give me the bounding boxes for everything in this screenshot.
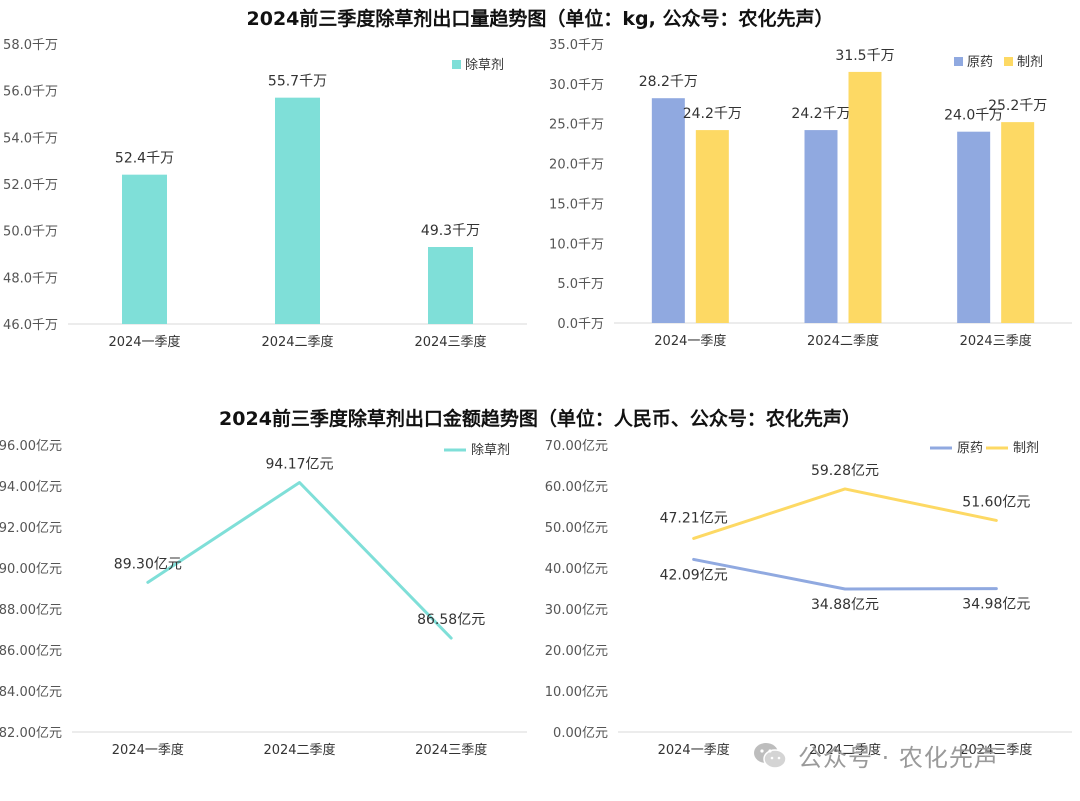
y-tick-label: 60.00亿元 — [545, 480, 608, 495]
data-label: 42.09亿元 — [660, 567, 728, 583]
herbicide-quantity-bar-chart: 46.0千万 48.0千万 50.0千万 52.0千万 54.0千万 56.0千万 58.0… — [3, 38, 527, 350]
legend-label: 原药 — [957, 441, 983, 456]
y-tick-label: 50.00亿元 — [545, 521, 608, 536]
x-tick-label: 2024三季度 — [414, 334, 486, 350]
y-tick-label: 25.0千万 — [549, 118, 604, 133]
data-label: 28.2千万 — [639, 74, 698, 90]
wechat-icon — [754, 742, 787, 769]
y-tick-label: 96.00亿元 — [0, 439, 62, 454]
series-line — [146, 481, 453, 640]
data-label: 24.0千万 — [944, 108, 1003, 124]
data-label: 25.2千万 — [988, 98, 1047, 114]
amount-chart-title: 2024前三季度除草剂出口金额趋势图（单位：人民币、公众号：农化先声） — [219, 408, 861, 430]
data-label: 49.3千万 — [421, 223, 480, 239]
legend-label: 制剂 — [1017, 55, 1043, 70]
bar — [651, 98, 685, 323]
data-label: 89.30亿元 — [114, 556, 182, 572]
original-formulation-amount-line-chart: 0.00亿元 10.00亿元 20.00亿元 30.00亿元 40.00亿元 50.00亿… — [545, 439, 1072, 758]
watermark: 公众号 · 农化先声 — [752, 738, 999, 773]
y-tick-label: 40.00亿元 — [545, 562, 608, 577]
y-tick-label: 58.0千万 — [3, 38, 58, 53]
bar — [122, 174, 167, 324]
x-tick-label: 2024二季度 — [263, 742, 335, 758]
data-label: 47.21亿元 — [660, 510, 728, 526]
y-tick-label: 54.0千万 — [3, 131, 58, 146]
y-tick-label: 10.0千万 — [549, 237, 604, 252]
bar — [275, 97, 320, 325]
data-label: 34.98亿元 — [962, 597, 1030, 613]
herbicide-amount-line-chart: 82.00亿元 84.00亿元 86.00亿元 88.00亿元 90.00亿元 92.00… — [0, 439, 527, 758]
bar — [428, 247, 473, 324]
y-tick-label: 90.00亿元 — [0, 562, 62, 577]
legend-label: 原药 — [967, 55, 993, 70]
bar — [957, 131, 991, 323]
bar — [1001, 122, 1035, 324]
y-tick-label: 52.0千万 — [3, 178, 58, 193]
x-tick-label: 2024三季度 — [415, 742, 487, 758]
y-tick-label: 10.00亿元 — [545, 685, 608, 700]
series-line — [692, 487, 998, 540]
data-label: 52.4千万 — [115, 151, 174, 167]
quantity-chart-title: 2024前三季度除草剂出口量趋势图（单位：kg, 公众号：农化先声） — [246, 8, 834, 30]
y-tick-label: 35.0千万 — [549, 38, 604, 53]
y-tick-label: 5.0千万 — [557, 277, 604, 292]
y-tick-label: 50.0千万 — [3, 225, 58, 240]
x-tick-label: 2024一季度 — [654, 333, 726, 349]
y-tick-label: 70.00亿元 — [545, 439, 608, 454]
legend-swatch — [954, 57, 963, 66]
data-label: 59.28亿元 — [811, 463, 879, 479]
bar — [848, 71, 882, 324]
x-tick-label: 2024二季度 — [809, 742, 881, 758]
x-tick-label: 2024一季度 — [112, 742, 184, 758]
x-tick-label: 2024三季度 — [960, 333, 1032, 349]
y-tick-label: 94.00亿元 — [0, 480, 62, 495]
original-formulation-quantity-bar-chart: 0.0千万 5.0千万 10.0千万 15.0千万 20.0千万 25.0千万 30.0千万… — [549, 38, 1072, 349]
data-label: 86.58亿元 — [417, 612, 485, 628]
y-tick-label: 0.0千万 — [557, 317, 604, 332]
y-tick-label: 56.0千万 — [3, 85, 58, 100]
y-tick-label: 86.00亿元 — [0, 644, 62, 659]
data-label: 55.7千万 — [268, 74, 327, 90]
series-line — [692, 557, 998, 591]
legend-swatch — [1004, 57, 1013, 66]
y-tick-label: 20.0千万 — [549, 158, 604, 173]
x-tick-label: 2024三季度 — [960, 742, 1032, 758]
y-tick-label: 84.00亿元 — [0, 685, 62, 700]
watermark-text: 公众号 · 农化先声 — [798, 744, 999, 772]
y-tick-label: 46.0千万 — [3, 318, 58, 333]
y-tick-label: 15.0千万 — [549, 197, 604, 212]
legend-label: 除草剂 — [465, 58, 504, 73]
legend-label: 制剂 — [1013, 441, 1039, 456]
data-label: 24.2千万 — [683, 106, 742, 122]
y-tick-label: 0.00亿元 — [553, 726, 608, 741]
legend-swatch — [452, 60, 461, 69]
y-tick-label: 88.00亿元 — [0, 603, 62, 618]
x-tick-label: 2024二季度 — [807, 333, 879, 349]
x-tick-label: 2024二季度 — [261, 334, 333, 350]
y-tick-label: 82.00亿元 — [0, 726, 62, 741]
bar — [804, 130, 838, 323]
data-label: 34.88亿元 — [811, 597, 879, 613]
y-tick-label: 30.0千万 — [549, 78, 604, 93]
bar — [695, 130, 729, 323]
data-label: 94.17亿元 — [265, 457, 333, 473]
x-tick-label: 2024一季度 — [108, 334, 180, 350]
y-tick-label: 30.00亿元 — [545, 603, 608, 618]
y-tick-label: 92.00亿元 — [0, 521, 62, 536]
x-tick-label: 2024一季度 — [658, 742, 730, 758]
y-tick-label: 20.00亿元 — [545, 644, 608, 659]
y-tick-label: 48.0千万 — [3, 271, 58, 286]
data-label: 31.5千万 — [835, 48, 894, 64]
legend-label: 除草剂 — [471, 443, 510, 458]
data-label: 51.60亿元 — [962, 494, 1030, 510]
data-label: 24.2千万 — [791, 106, 850, 122]
